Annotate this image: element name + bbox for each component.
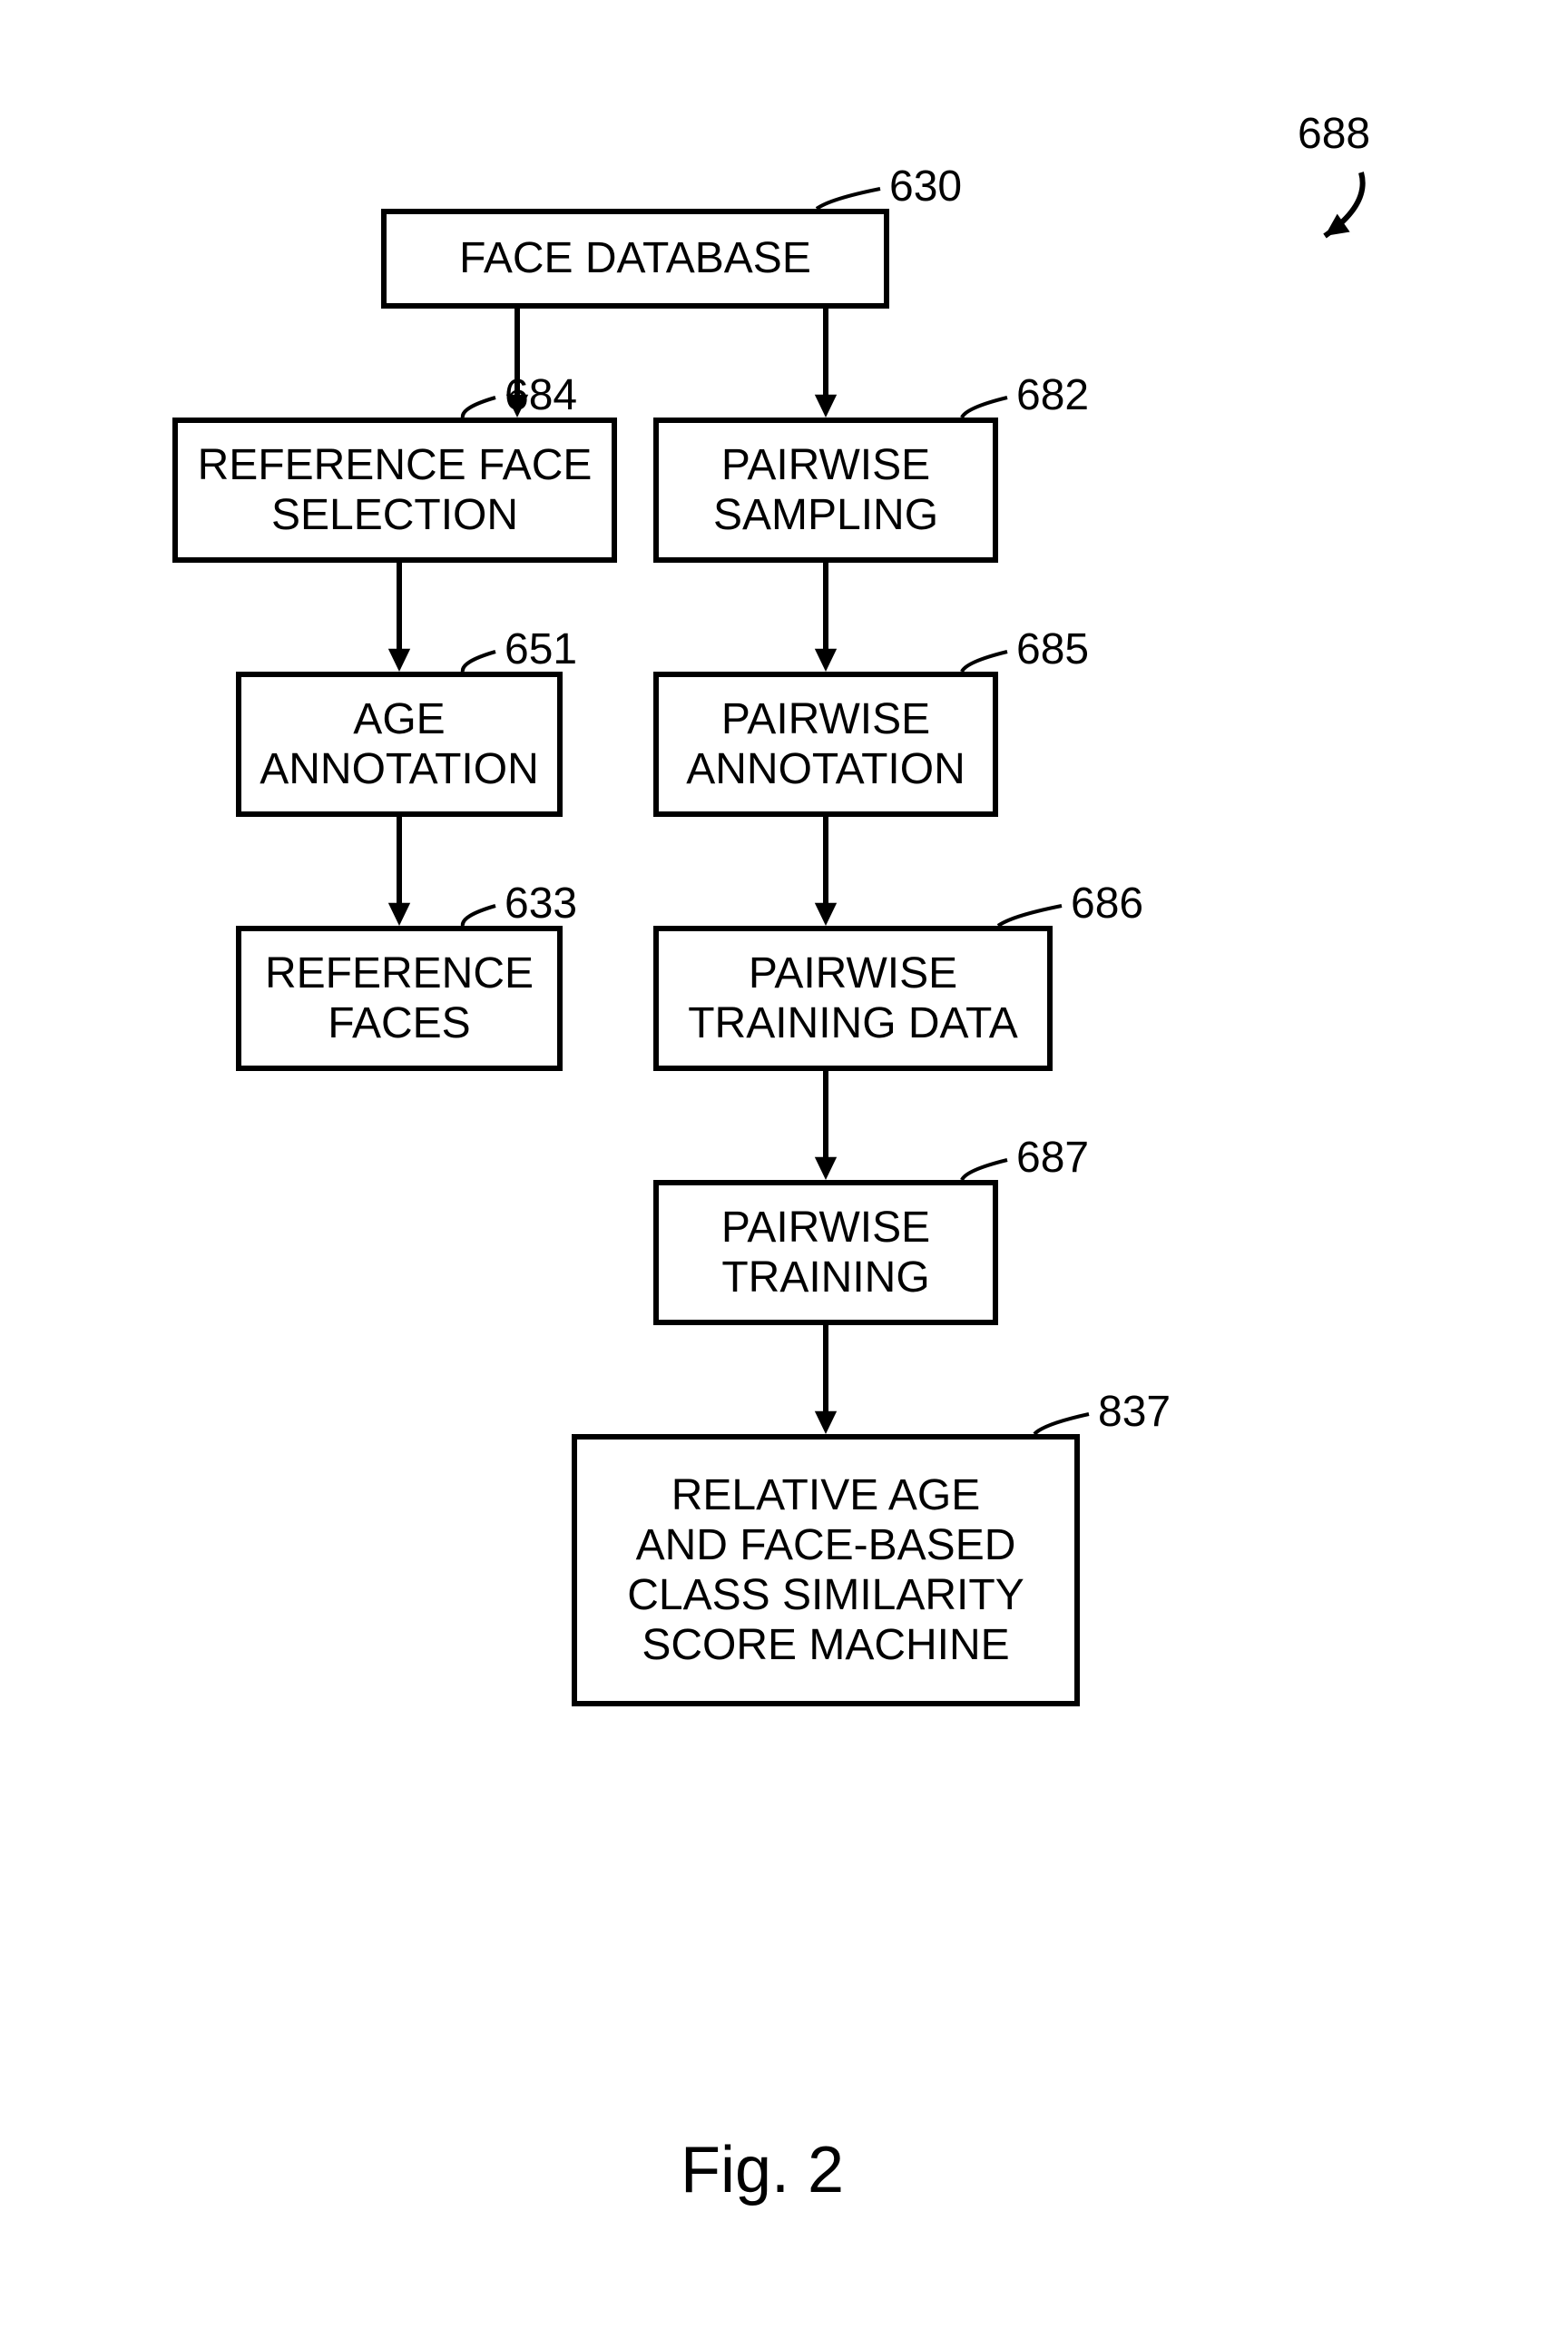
node-label: PAIRWISETRAINING <box>721 1203 930 1302</box>
tag-pairwise-training-data: 686 <box>1071 879 1143 929</box>
flow-edges <box>0 0 1568 2329</box>
tag-diagram: 688 <box>1298 109 1370 159</box>
node-label: PAIRWISESAMPLING <box>713 440 938 540</box>
node-pairwise-training: PAIRWISETRAINING <box>653 1180 998 1325</box>
node-label: AGEANNOTATION <box>260 694 539 794</box>
tag-pairwise-sampling: 682 <box>1016 370 1089 420</box>
node-reference-faces: REFERENCEFACES <box>236 926 563 1071</box>
node-age-annotation: AGEANNOTATION <box>236 672 563 817</box>
node-pairwise-annotation: PAIRWISEANNOTATION <box>653 672 998 817</box>
tag-pairwise-annotation: 685 <box>1016 624 1089 674</box>
node-label: REFERENCEFACES <box>265 948 534 1048</box>
tag-reference-face-selection: 684 <box>505 370 577 420</box>
node-face-database: FACE DATABASE <box>381 209 889 309</box>
node-label: FACE DATABASE <box>459 233 811 283</box>
node-label: PAIRWISETRAINING DATA <box>688 948 1018 1048</box>
tag-reference-faces: 633 <box>505 879 577 929</box>
node-label: PAIRWISEANNOTATION <box>686 694 965 794</box>
node-reference-face-selection: REFERENCE FACESELECTION <box>172 418 617 563</box>
node-score-machine: RELATIVE AGEAND FACE-BASEDCLASS SIMILARI… <box>572 1434 1080 1706</box>
tag-age-annotation: 651 <box>505 624 577 674</box>
tag-score-machine: 837 <box>1098 1387 1171 1437</box>
figure-caption: Fig. 2 <box>681 2133 844 2207</box>
node-label: REFERENCE FACESELECTION <box>198 440 593 540</box>
tag-pairwise-training: 687 <box>1016 1133 1089 1183</box>
node-pairwise-training-data: PAIRWISETRAINING DATA <box>653 926 1053 1071</box>
node-pairwise-sampling: PAIRWISESAMPLING <box>653 418 998 563</box>
tag-face-database: 630 <box>889 162 962 211</box>
node-label: RELATIVE AGEAND FACE-BASEDCLASS SIMILARI… <box>627 1470 1024 1671</box>
